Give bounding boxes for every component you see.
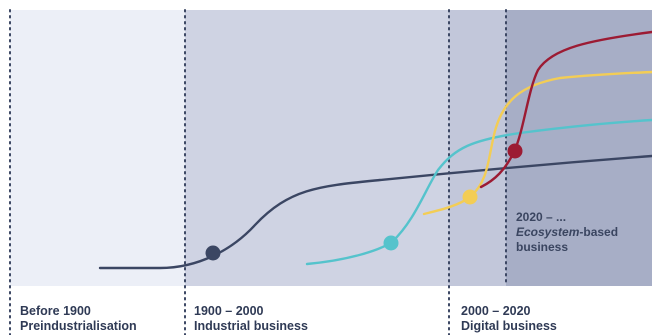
era-band-ecosystem [506, 10, 652, 286]
yellow-marker [462, 189, 478, 205]
yellow-curve [422, 70, 652, 216]
era-band-industrial [185, 10, 449, 286]
era-band-digital [449, 10, 506, 286]
era-name-rest: -based [579, 225, 619, 239]
era-label-digital: 2000 – 2020 Digital business [461, 304, 557, 334]
era-label-ecosystem: 2020 – ... Ecosystem-based business [516, 210, 618, 255]
era-year: 1900 – 2000 [194, 304, 264, 318]
era-year: 2020 – ... [516, 210, 567, 224]
era-year: 2000 – 2020 [461, 304, 531, 318]
ecosystem-marker [507, 143, 523, 159]
era-band-preindustrial [10, 10, 185, 286]
digital-curve [305, 118, 652, 266]
era-name: Industrial business [194, 319, 308, 333]
industrial-marker [205, 245, 221, 261]
era-name: Preindustrialisation [20, 319, 137, 333]
digital-marker [383, 235, 399, 251]
ecosystem-curve [479, 30, 652, 189]
era-name-emphasis: Ecosystem [516, 225, 580, 239]
era-year: Before 1900 [20, 304, 91, 318]
era-label-industrial: 1900 – 2000 Industrial business [194, 304, 308, 334]
era-label-preindustrial: Before 1900 Preindustrialisation [20, 304, 137, 334]
era-name-line1: Ecosystem-based [516, 225, 618, 240]
era-name: Digital business [461, 319, 557, 333]
era-name-line2: business [516, 240, 569, 254]
